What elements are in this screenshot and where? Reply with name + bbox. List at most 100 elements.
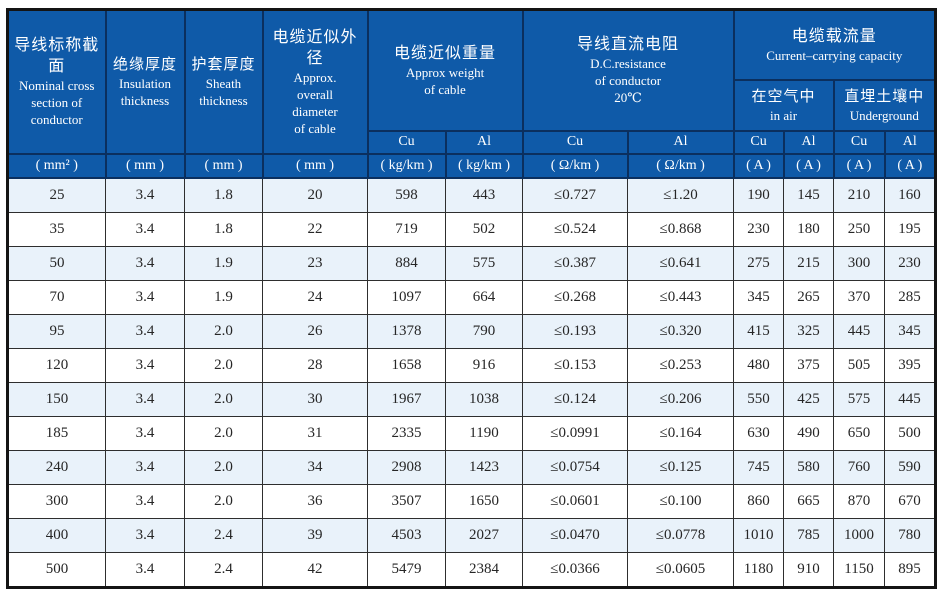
header-material-al: Al bbox=[782, 129, 835, 155]
table-cell: 505 bbox=[833, 347, 886, 383]
table-cell: 5479 bbox=[367, 551, 446, 588]
table-cell: 400 bbox=[7, 517, 106, 553]
table-cell: 745 bbox=[733, 449, 785, 485]
table-cell: 502 bbox=[444, 211, 524, 247]
header-resistance: 导线直流电阻 D.C.resistance of conductor 20℃ bbox=[521, 8, 735, 132]
table-cell: ≤0.164 bbox=[627, 415, 735, 451]
table-cell: 1967 bbox=[367, 381, 446, 417]
table-cell: 23 bbox=[262, 245, 368, 281]
table-cell: 2.0 bbox=[184, 313, 263, 349]
table-cell: 35 bbox=[7, 211, 106, 247]
table-cell: 1658 bbox=[367, 347, 446, 383]
table-cell: 160 bbox=[884, 177, 937, 213]
table-cell: 3507 bbox=[367, 483, 446, 519]
table-cell: 575 bbox=[444, 245, 524, 281]
table-cell: ≤0.320 bbox=[627, 313, 735, 349]
header-underground-en: Underground bbox=[849, 107, 919, 123]
header-in-air-zh: 在空气中 bbox=[751, 88, 816, 105]
unit-kg-km: ( kg/km ) bbox=[366, 152, 447, 179]
table-cell: 1190 bbox=[444, 415, 524, 451]
table-cell: 760 bbox=[833, 449, 886, 485]
table-row: 50 3.4 1.9 23 884 575 ≤0.387 ≤0.641 275 215 300 230 bbox=[7, 245, 937, 281]
table-cell: 2908 bbox=[367, 449, 446, 485]
table-cell: 30 bbox=[262, 381, 368, 417]
table-row: 95 3.4 2.0 26 1378 790 ≤0.193 ≤0.320 415 325 445 34… bbox=[7, 313, 937, 349]
table-cell: 22 bbox=[262, 211, 368, 247]
table-cell: 500 bbox=[884, 415, 937, 451]
table-cell: 34 bbox=[262, 449, 368, 485]
table-cell: 719 bbox=[367, 211, 446, 247]
table-cell: 650 bbox=[833, 415, 886, 451]
table-cell: 670 bbox=[884, 483, 937, 519]
table-row: 300 3.4 2.0 36 3507 1650 ≤0.0601 ≤0.100 860 665 87… bbox=[7, 483, 937, 519]
header-sheath-zh: 护套厚度 bbox=[191, 56, 256, 73]
unit-kg-km: ( kg/km ) bbox=[444, 152, 524, 179]
table-cell: 145 bbox=[783, 177, 835, 213]
table-cell: 443 bbox=[444, 177, 524, 213]
table-cell: 780 bbox=[884, 517, 937, 553]
table-header: 导线标称截面 Nominal cross section of conducto… bbox=[6, 8, 937, 179]
table-cell: 325 bbox=[783, 313, 835, 349]
table-cell: 884 bbox=[367, 245, 446, 281]
unit-mm: ( mm ) bbox=[183, 152, 264, 179]
table-cell: 2.0 bbox=[184, 449, 263, 485]
table-cell: ≤0.443 bbox=[627, 279, 735, 315]
header-capacity-zh: 电缆载流量 bbox=[791, 27, 877, 45]
table-cell: 2.4 bbox=[184, 517, 263, 553]
unit-mm: ( mm ) bbox=[261, 152, 369, 179]
table-cell: 395 bbox=[884, 347, 937, 383]
table-cell: 190 bbox=[733, 177, 785, 213]
table-cell: 500 bbox=[7, 551, 106, 588]
table-cell: 445 bbox=[833, 313, 886, 349]
table-cell: ≤0.153 bbox=[522, 347, 629, 383]
table-cell: 1650 bbox=[444, 483, 524, 519]
table-cell: ≤0.0366 bbox=[522, 551, 629, 588]
table-cell: 3.4 bbox=[105, 211, 185, 247]
header-sheath-en: Sheath thickness bbox=[199, 75, 248, 108]
table-cell: 1180 bbox=[733, 551, 785, 588]
table-cell: 3.4 bbox=[105, 177, 185, 213]
table-cell: ≤0.0754 bbox=[522, 449, 629, 485]
unit-mm: ( mm ) bbox=[104, 152, 186, 179]
header-weight-en: Approx weight of cable bbox=[405, 64, 485, 97]
table-row: 120 3.4 2.0 28 1658 916 ≤0.153 ≤0.253 480 375 505 3… bbox=[7, 347, 937, 383]
header-insulation-en: Insulation thickness bbox=[119, 75, 171, 108]
table-cell: ≤0.727 bbox=[522, 177, 629, 213]
table-cell: 70 bbox=[7, 279, 106, 315]
table-cell: 665 bbox=[783, 483, 835, 519]
table-row: 400 3.4 2.4 39 4503 2027 ≤0.0470 ≤0.0778 1010 785… bbox=[7, 517, 937, 553]
table-cell: 3.4 bbox=[105, 381, 185, 417]
header-cross-section-en: Nominal cross section of conductor bbox=[19, 78, 95, 128]
table-cell: 3.4 bbox=[105, 415, 185, 451]
unit-mm2: ( mm² ) bbox=[6, 152, 107, 179]
table-row: 240 3.4 2.0 34 2908 1423 ≤0.0754 ≤0.125 745 580 76… bbox=[7, 449, 937, 485]
table-cell: ≤0.387 bbox=[522, 245, 629, 281]
table-cell: 3.4 bbox=[105, 347, 185, 383]
table-cell: 3.4 bbox=[105, 517, 185, 553]
table-cell: 895 bbox=[884, 551, 937, 588]
table-cell: 2.0 bbox=[184, 381, 263, 417]
table-cell: 39 bbox=[262, 517, 368, 553]
table-cell: 150 bbox=[7, 381, 106, 417]
table-cell: ≤0.0470 bbox=[522, 517, 629, 553]
table-cell: 425 bbox=[783, 381, 835, 417]
cable-spec-table: 导线标称截面 Nominal cross section of conducto… bbox=[6, 8, 938, 589]
header-material-al: Al bbox=[626, 129, 735, 155]
table-cell: 250 bbox=[833, 211, 886, 247]
table-cell: 630 bbox=[733, 415, 785, 451]
table-cell: 590 bbox=[884, 449, 937, 485]
table-cell: 2384 bbox=[444, 551, 524, 588]
table-cell: 2.4 bbox=[184, 551, 263, 588]
header-material-cu: Cu bbox=[732, 129, 785, 155]
table-cell: 265 bbox=[783, 279, 835, 315]
table-cell: ≤0.868 bbox=[627, 211, 735, 247]
table-cell: ≤0.193 bbox=[522, 313, 629, 349]
unit-a: ( A ) bbox=[883, 152, 937, 179]
table-cell: 1097 bbox=[367, 279, 446, 315]
table-cell: 1010 bbox=[733, 517, 785, 553]
table-body: 25 3.4 1.8 20 598 443 ≤0.727 ≤1.20 190 145 210 160 3… bbox=[7, 177, 937, 588]
table-cell: 3.4 bbox=[105, 551, 185, 588]
table-cell: 1038 bbox=[444, 381, 524, 417]
header-row-units: ( mm² ) ( mm ) ( mm ) ( mm ) ( kg/km ) (… bbox=[6, 152, 937, 179]
